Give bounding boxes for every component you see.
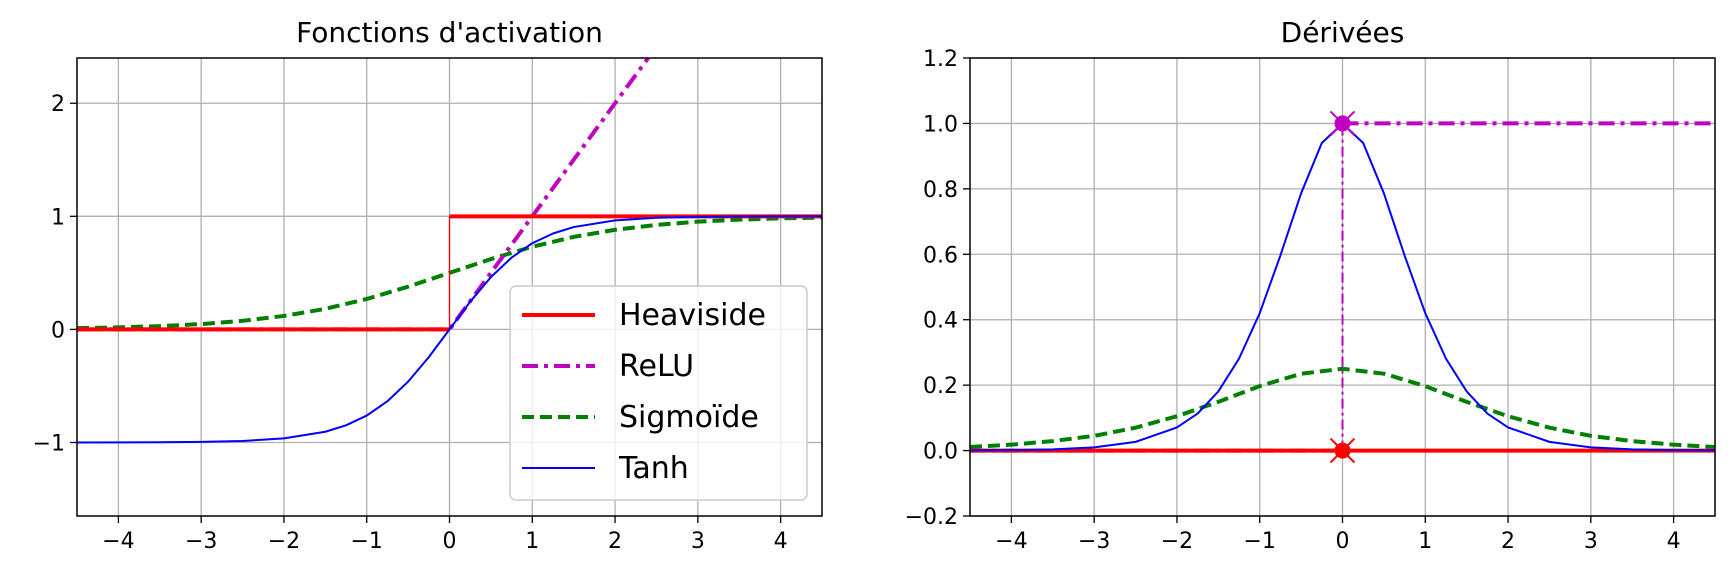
y-tick-label: 0.6 bbox=[923, 243, 958, 268]
legend-box bbox=[509, 285, 808, 501]
y-tick-label: 1.0 bbox=[923, 112, 958, 137]
y-tick-label: 0 bbox=[51, 318, 65, 343]
x-tick-label: 1 bbox=[525, 529, 539, 554]
series-group bbox=[77, 58, 822, 444]
y-tick-label: −0.2 bbox=[905, 505, 958, 530]
x-tick-label: 1 bbox=[1418, 529, 1432, 554]
x-tick-label: −2 bbox=[268, 529, 300, 554]
x-axis: −4 −3 −2 −1 0 1 2 3 4 bbox=[995, 516, 1681, 554]
legend-label-tanh: Tanh bbox=[618, 451, 689, 486]
x-tick-label: −1 bbox=[1244, 529, 1276, 554]
legend: Heaviside ReLU Sigmoïde Tanh bbox=[509, 285, 808, 501]
chart-title: Fonctions d'activation bbox=[296, 16, 603, 49]
series-line-tanh bbox=[77, 215, 822, 444]
x-tick-label: −4 bbox=[995, 529, 1027, 554]
y-tick-label: 0.2 bbox=[923, 374, 958, 399]
x-tick-label: −1 bbox=[351, 529, 383, 554]
y-tick-label: −1 bbox=[33, 431, 65, 456]
x-tick-label: −3 bbox=[185, 529, 217, 554]
series-line-sigmoide bbox=[970, 366, 1715, 449]
y-tick-label: 0.8 bbox=[923, 178, 958, 203]
x-axis: −4 −3 −2 −1 0 1 2 3 4 bbox=[102, 516, 788, 554]
x-tick-label: 4 bbox=[774, 529, 788, 554]
x-tick-label: −4 bbox=[102, 529, 134, 554]
x-tick-label: 0 bbox=[443, 529, 457, 554]
x-tick-label: −3 bbox=[1078, 529, 1110, 554]
x-tick-label: 2 bbox=[608, 529, 622, 554]
x-tick-label: 0 bbox=[1336, 529, 1350, 554]
markers-group bbox=[1329, 110, 1356, 464]
y-axis: −1 0 1 2 bbox=[33, 92, 77, 456]
derivatives-panel: −4 −3 −2 −1 0 1 2 3 4 −0.20.00.20.40.60.81.01.2 … bbox=[905, 16, 1716, 554]
y-tick-label: 1 bbox=[51, 205, 65, 230]
x-tick-label: 4 bbox=[1667, 529, 1681, 554]
y-tick-label: 0.4 bbox=[923, 309, 958, 334]
x-tick-label: 3 bbox=[691, 529, 705, 554]
y-tick-label: 1.2 bbox=[923, 47, 958, 72]
y-tick-label: 0.0 bbox=[923, 440, 958, 465]
y-axis: −0.2 0.0 0.2 0.4 0.6 0.8 1.0 1.2 bbox=[905, 47, 970, 530]
legend-label-sigmoide: Sigmoïde bbox=[619, 400, 759, 435]
x-tick-label: 3 bbox=[1584, 529, 1598, 554]
activation-functions-panel: −4 −3 −2 −1 0 1 2 3 4 −1 0 1 2 Fonctions d'activati… bbox=[33, 16, 823, 554]
legend-label-relu: ReLU bbox=[619, 349, 694, 384]
x-tick-label: −2 bbox=[1161, 529, 1193, 554]
legend-label-heaviside: Heaviside bbox=[619, 298, 766, 333]
series-group bbox=[970, 121, 1715, 453]
x-tick-label: 2 bbox=[1501, 529, 1515, 554]
chart-title: Dérivées bbox=[1281, 16, 1405, 49]
y-tick-label: 2 bbox=[51, 92, 65, 117]
x-marker bbox=[1329, 437, 1356, 464]
x-marker bbox=[1329, 110, 1356, 137]
